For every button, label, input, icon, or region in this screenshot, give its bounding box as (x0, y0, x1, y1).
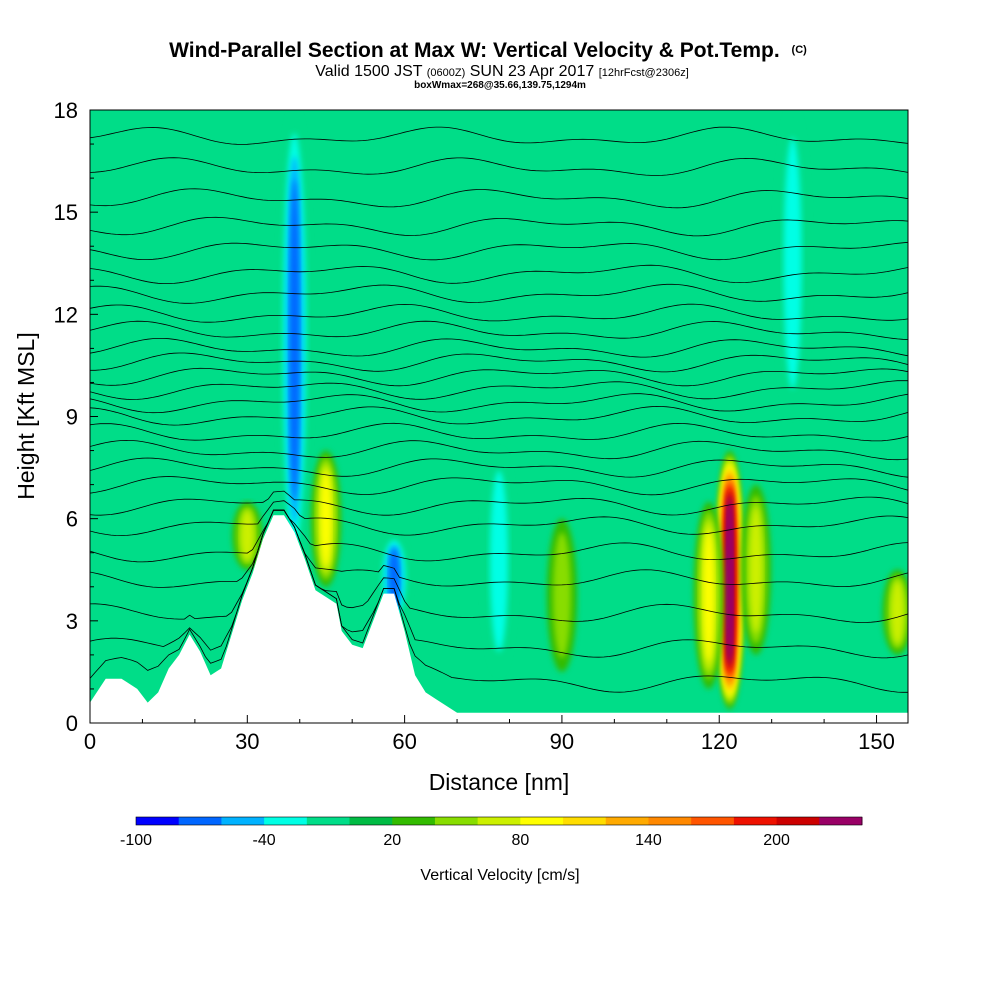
theta-contour-9 (90, 439, 908, 461)
colorbar-label: Vertical Velocity [cm/s] (420, 867, 579, 884)
colorbar (135, 816, 863, 826)
x-tick-label-4: 120 (701, 729, 738, 754)
theta-contour-1 (90, 509, 908, 659)
theta-contours (90, 126, 908, 693)
theta-contour-3 (90, 509, 908, 588)
theta-contour-8 (90, 457, 908, 478)
y-tick-label-5: 15 (54, 200, 78, 225)
theta-contour-25 (90, 126, 908, 145)
theta-contour-2 (90, 509, 908, 623)
theta-contour-23 (90, 188, 908, 209)
colorbar-bin-15 (776, 817, 820, 825)
x-axis: 0 30 60 90 120 150 (84, 715, 895, 754)
velocity-core-8-level-3 (389, 548, 400, 609)
colorbar-tick-0: -100 (120, 832, 152, 849)
theta-contour-16 (90, 338, 908, 358)
colorbar-bin-6 (392, 817, 436, 825)
y-axis-label: Height [Kft MSL] (13, 332, 39, 499)
x-tick-label-5: 150 (858, 729, 895, 754)
y-tick-label-3: 9 (66, 405, 78, 430)
x-tick-label-1: 30 (235, 729, 259, 754)
y-tick-label-6: 18 (54, 98, 78, 123)
colorbar-ticks: -100 -40 20 80 140 200 (120, 832, 790, 849)
theta-contour-10 (90, 422, 908, 442)
subtitle-fcst: [12hrFcst@2306z] (599, 67, 689, 79)
chart-subtitle-box: boxWmax=268@35.66,139.75,1294m (414, 80, 586, 91)
theta-contour-17 (90, 320, 908, 340)
theta-contour-11 (90, 405, 908, 426)
colorbar-bin-12 (648, 817, 692, 825)
y-axis: 0 3 6 9 12 15 18 (54, 98, 98, 736)
plot-area (90, 110, 908, 723)
velocity-core-5-level-1 (552, 532, 571, 659)
theta-contour-20 (90, 264, 908, 284)
colorbar-frame (135, 816, 863, 826)
colorbar-bin-10 (563, 817, 607, 825)
theta-contour-7 (90, 476, 908, 496)
velocity-core-10-level-1 (783, 137, 802, 389)
subtitle-date: SUN 23 Apr 2017 (470, 63, 595, 80)
colorbar-bin-11 (605, 817, 649, 825)
x-tick-label-3: 90 (550, 729, 574, 754)
theta-contour-15 (90, 352, 908, 373)
colorbar-bin-7 (434, 817, 479, 825)
velocity-core-9-level-1 (490, 470, 508, 652)
theta-contour-5 (90, 500, 908, 537)
chart-title-mark: (C) (792, 44, 808, 56)
theta-contour-6 (90, 490, 908, 516)
colorbar-bin-5 (349, 817, 393, 825)
subtitle-utc: (0600Z) (427, 67, 466, 79)
y-tick-label-2: 6 (66, 507, 78, 532)
x-tick-label-0: 0 (84, 729, 96, 754)
chart-title: Wind-Parallel Section at Max W: Vertical… (169, 39, 807, 62)
velocity-core-6-level-2 (891, 580, 904, 644)
theta-contour-12 (90, 393, 908, 414)
colorbar-tick-4: 140 (635, 832, 662, 849)
colorbar-bin-14 (733, 817, 778, 825)
colorbar-bin-3 (264, 817, 308, 825)
theta-contour-14 (90, 367, 908, 387)
theta-contour-21 (90, 241, 908, 261)
chart-subtitle: Valid 1500 JST (0600Z) SUN 23 Apr 2017 [… (315, 63, 689, 80)
y-tick-label-0: 0 (66, 711, 78, 736)
x-tick-label-2: 60 (392, 729, 416, 754)
velocity-core-4-level-2 (240, 510, 254, 561)
colorbar-bin-13 (691, 817, 735, 825)
velocity-core-0-level-12 (727, 502, 733, 658)
theta-contour-4 (90, 509, 908, 563)
theta-contour-24 (90, 157, 908, 177)
chart-title-text: Wind-Parallel Section at Max W: Vertical… (169, 39, 780, 62)
velocity-core-7-level-3 (289, 178, 300, 501)
theta-contour-0 (90, 509, 908, 693)
colorbar-bin-1 (178, 817, 222, 825)
colorbar-tick-2: 20 (383, 832, 401, 849)
colorbar-bin-0 (136, 817, 180, 825)
colorbar-tick-3: 80 (511, 832, 529, 849)
theta-contour-22 (90, 216, 908, 237)
velocity-core-1-level-3 (703, 529, 714, 661)
colorbar-bin-4 (306, 817, 351, 825)
colorbar-tick-1: -40 (253, 832, 276, 849)
colorbar-bin-2 (221, 817, 265, 825)
y-tick-label-1: 3 (66, 609, 78, 634)
y-tick-label-4: 12 (54, 302, 78, 327)
x-axis-label: Distance [nm] (429, 769, 570, 795)
theta-contour-18 (90, 303, 908, 323)
colorbar-tick-5: 200 (763, 832, 790, 849)
terrain (90, 515, 908, 723)
theta-contour-13 (90, 380, 908, 400)
subtitle-valid: Valid 1500 JST (315, 63, 423, 80)
colorbar-bin-16 (819, 817, 863, 825)
theta-contour-19 (90, 283, 908, 304)
colorbar-bin-8 (477, 817, 521, 825)
colorbar-bin-9 (520, 817, 564, 825)
velocity-core-2-level-2 (749, 506, 763, 633)
